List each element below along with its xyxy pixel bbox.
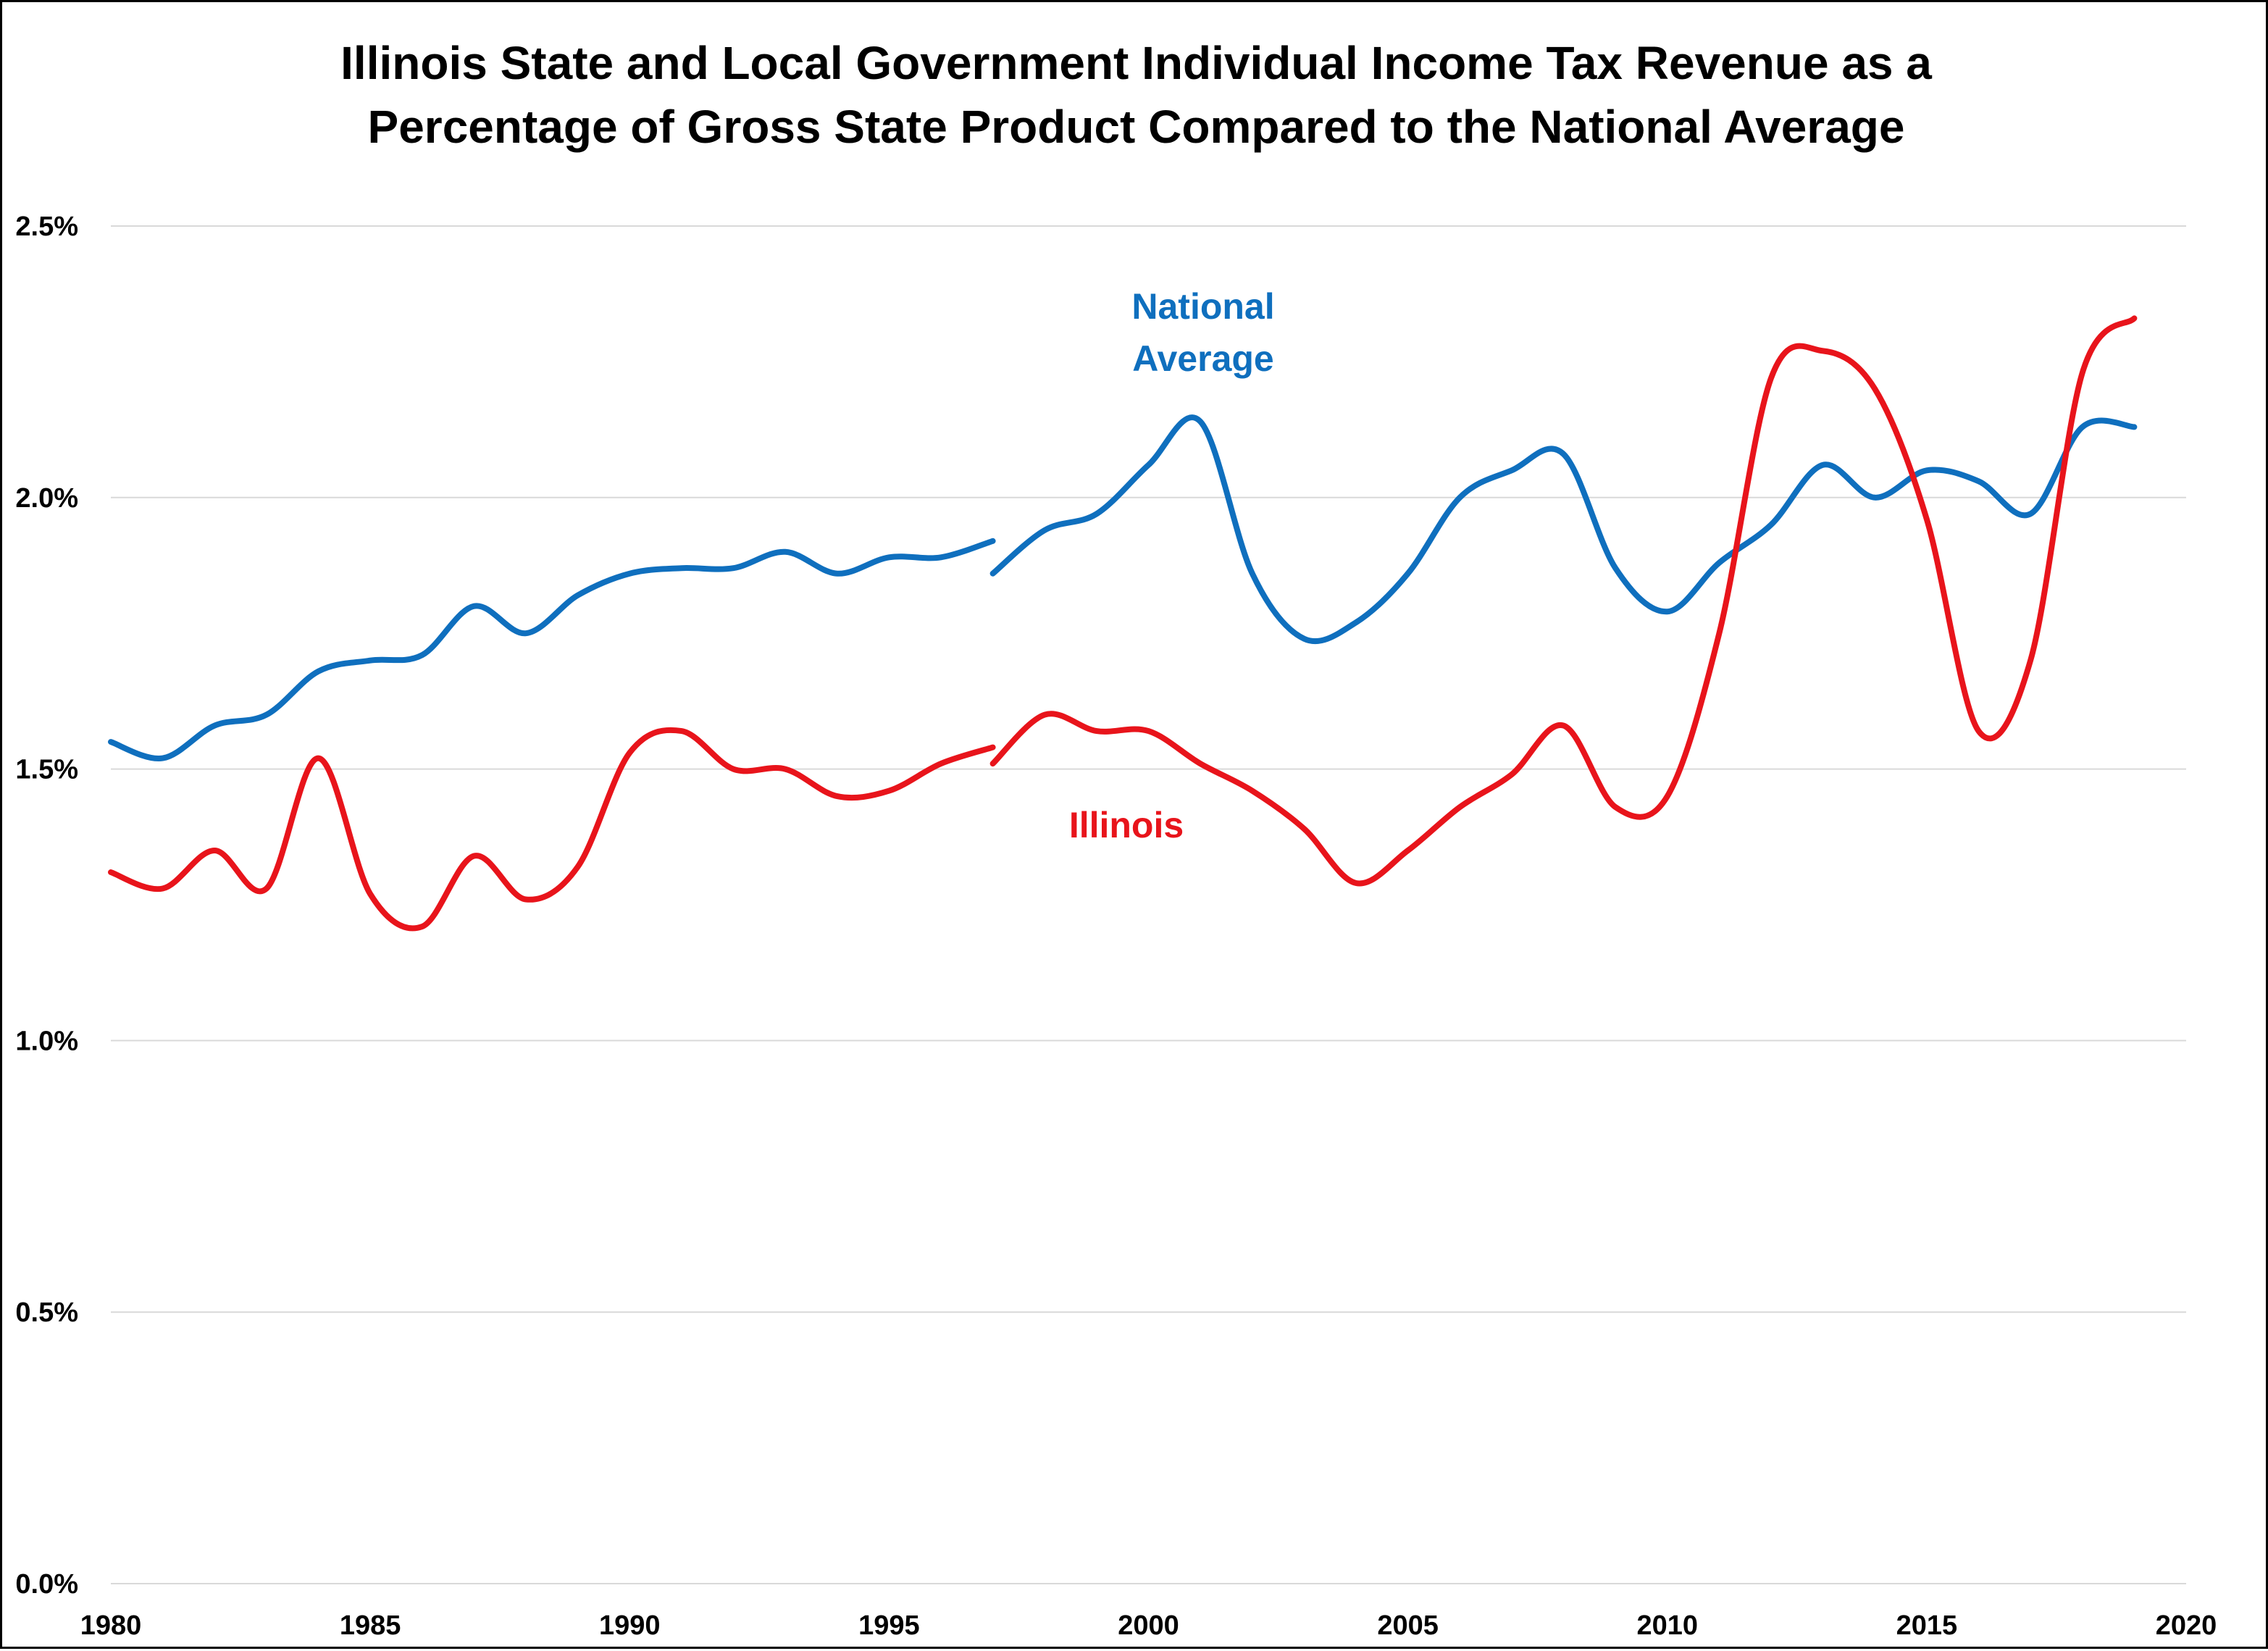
- x-tick-label: 2005: [1377, 1610, 1439, 1641]
- national-average-point: [266, 714, 267, 715]
- x-tick-label: 2000: [1118, 1610, 1179, 1641]
- illinois-line-segment-1: [108, 727, 996, 932]
- national-average-point: [1148, 464, 1149, 465]
- national-average-point: [1356, 622, 1357, 623]
- y-tick-label: 0.0%: [15, 1569, 78, 1600]
- illinois-point: [1096, 731, 1097, 732]
- national-average-point: [1719, 562, 1720, 563]
- illinois-point: [370, 894, 371, 895]
- illinois-point: [577, 866, 578, 867]
- illinois-point: [992, 747, 993, 748]
- illinois-point: [1978, 731, 1979, 732]
- national-average-point: [1407, 573, 1408, 574]
- chart-title-line-1: Illinois State and Local Government Indi…: [340, 37, 1932, 89]
- illinois-point: [1563, 725, 1564, 726]
- national-average-series-label: National Average: [1131, 286, 1274, 379]
- national-average-point: [992, 540, 993, 541]
- gridlines: [111, 225, 2186, 1584]
- illinois-point: [111, 872, 112, 873]
- illinois-point: [1719, 633, 1720, 634]
- national-average-line-segment-2: [989, 414, 2138, 645]
- chart-title: Illinois State and Local Government Indi…: [2, 31, 2268, 159]
- national-average-point: [111, 742, 112, 743]
- illinois-point: [266, 888, 267, 889]
- y-tick-label: 1.0%: [15, 1026, 78, 1056]
- national-average-point: [941, 557, 942, 558]
- national-average-point: [526, 633, 527, 634]
- illinois-point: [2082, 372, 2083, 373]
- national-average-point: [318, 671, 319, 672]
- national-average-point: [1615, 568, 1616, 569]
- x-tick-label: 2020: [2156, 1610, 2217, 1641]
- chart-title-line-2: Percentage of Gross State Product Compar…: [367, 101, 1905, 153]
- illinois-point: [526, 899, 527, 900]
- national-average-point: [733, 568, 734, 569]
- national-average-point: [681, 568, 682, 569]
- national-average-point: [992, 573, 993, 574]
- y-tick-label: 2.0%: [15, 483, 78, 514]
- y-tick-label: 2.5%: [15, 212, 78, 242]
- illinois-point: [214, 850, 215, 851]
- national-average-point: [1304, 638, 1305, 639]
- illinois-point: [1407, 850, 1408, 851]
- illinois-point: [1615, 807, 1616, 808]
- y-tick-label: 1.5%: [15, 755, 78, 785]
- x-tick-label: 2015: [1896, 1610, 1958, 1641]
- national-average-point: [889, 557, 890, 558]
- national-average-point: [1978, 481, 1979, 482]
- x-tick-label: 2010: [1636, 1610, 1698, 1641]
- national-average-point: [1200, 421, 1201, 422]
- illinois-point: [2030, 660, 2031, 661]
- series-labels: National Average Illinois: [1069, 286, 1275, 845]
- national-average-point: [629, 573, 630, 574]
- illinois-series-label-line: Illinois: [1069, 805, 1184, 845]
- x-tick-label: 1990: [599, 1610, 661, 1641]
- national-average-line-segment-1: [108, 538, 996, 761]
- x-tick-label: 1980: [80, 1610, 142, 1641]
- illinois-point: [162, 888, 163, 889]
- illinois-point: [1148, 731, 1149, 732]
- y-tick-label: 0.5%: [15, 1297, 78, 1328]
- national-average-point: [1926, 470, 1927, 471]
- national-average-point: [785, 551, 786, 552]
- illinois-point: [681, 731, 682, 732]
- series-lines: [108, 315, 2138, 932]
- national-average-point: [1563, 453, 1564, 454]
- illinois-point: [1356, 883, 1357, 884]
- national-average-point: [1771, 524, 1772, 525]
- national-average-series-label-line: National: [1131, 286, 1274, 327]
- illinois-point: [1511, 774, 1512, 775]
- illinois-point: [2134, 318, 2135, 319]
- national-average-point: [1511, 470, 1512, 471]
- x-tick-label: 1985: [340, 1610, 401, 1641]
- national-average-point: [370, 660, 371, 661]
- national-average-series-label-line: Average: [1132, 338, 1273, 379]
- illinois-series-label: Illinois: [1069, 805, 1184, 845]
- axes: 0.0% 0.5% 1.0% 1.5% 2.0% 2.5% 1980 1985 1990 1995…: [15, 212, 2217, 1641]
- illinois-point: [889, 790, 890, 791]
- x-tick-label: 1995: [858, 1610, 920, 1641]
- illinois-line-segment-2: [989, 315, 2138, 887]
- illinois-point: [1771, 377, 1772, 378]
- national-average-point: [214, 725, 215, 726]
